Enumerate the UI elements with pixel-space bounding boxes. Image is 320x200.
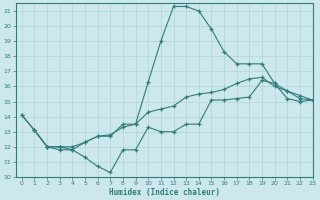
X-axis label: Humidex (Indice chaleur): Humidex (Indice chaleur)	[108, 188, 220, 197]
